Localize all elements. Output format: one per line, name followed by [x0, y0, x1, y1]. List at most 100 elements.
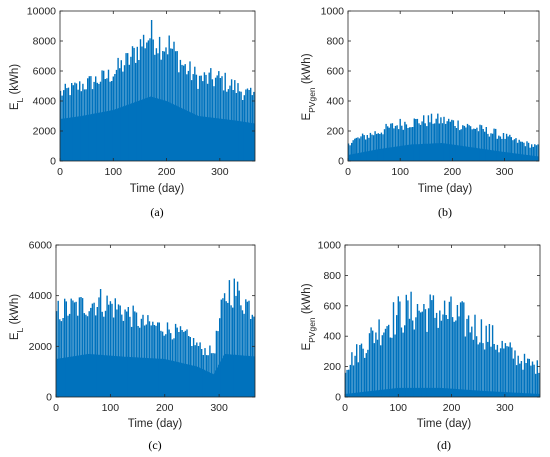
- bar: [473, 128, 475, 161]
- bar: [390, 123, 392, 161]
- bar: [240, 305, 242, 397]
- bar: [493, 128, 495, 161]
- bar: [229, 85, 231, 161]
- bar: [157, 53, 159, 161]
- bar: [243, 313, 245, 397]
- bar: [372, 135, 375, 161]
- bar: [242, 100, 244, 161]
- bar: [385, 123, 387, 161]
- bar: [168, 329, 170, 397]
- x-tick-label: 100: [391, 166, 409, 178]
- bar: [213, 86, 215, 161]
- y-tick-label: 0: [338, 156, 344, 168]
- bar: [154, 54, 156, 161]
- bar: [423, 115, 425, 161]
- bar: [437, 113, 439, 161]
- x-tick-label: 300: [211, 166, 229, 178]
- bar: [530, 365, 532, 397]
- bar: [518, 139, 520, 161]
- bar: [129, 316, 131, 397]
- bar: [462, 125, 464, 161]
- bar: [109, 81, 111, 161]
- bar: [203, 72, 206, 161]
- bar: [188, 336, 190, 397]
- bar: [490, 133, 492, 161]
- bar: [251, 95, 253, 161]
- bar: [174, 51, 177, 162]
- x-tick-label: 100: [105, 166, 123, 178]
- bar: [378, 319, 380, 397]
- bar: [81, 298, 84, 397]
- bar: [351, 352, 353, 397]
- bar: [198, 75, 201, 161]
- bar: [522, 369, 524, 397]
- bar: [419, 124, 422, 161]
- bar: [112, 317, 115, 397]
- bar: [440, 117, 442, 161]
- bar: [205, 74, 207, 161]
- chart-panel-c: Time (day) (c) EL (kWh) 0 100 200 300 0 2000 4…: [9, 240, 256, 452]
- bar: [389, 337, 391, 397]
- bar: [399, 301, 401, 397]
- bar: [512, 358, 515, 397]
- bar: [211, 79, 214, 161]
- bar: [482, 343, 484, 397]
- bar: [240, 91, 242, 161]
- bar: [365, 353, 367, 397]
- bar: [138, 60, 140, 161]
- bar: [202, 81, 204, 161]
- bar: [380, 345, 382, 397]
- bar: [423, 304, 425, 397]
- y-tick-label: 800: [326, 36, 344, 48]
- bar: [535, 145, 538, 161]
- bar: [227, 302, 229, 397]
- bar: [369, 132, 372, 161]
- x-tick-label: 0: [57, 166, 63, 178]
- bar: [170, 333, 172, 397]
- bar: [190, 80, 193, 161]
- bar: [535, 373, 537, 397]
- bar: [485, 127, 487, 161]
- bar: [472, 339, 475, 397]
- bar: [227, 89, 230, 161]
- bar: [464, 336, 467, 397]
- x-tick-label: 0: [345, 166, 351, 178]
- axes-box: [55, 244, 256, 398]
- bar: [184, 64, 186, 161]
- bar: [166, 54, 169, 161]
- bar: [383, 129, 386, 161]
- bar: [364, 357, 366, 397]
- axes-box: [347, 10, 540, 162]
- bar: [199, 342, 201, 397]
- bar: [438, 123, 440, 161]
- bar: [204, 348, 206, 397]
- bar: [509, 342, 511, 397]
- bar: [380, 132, 383, 161]
- bar: [368, 137, 370, 161]
- bar: [533, 364, 535, 397]
- bar: [64, 83, 66, 161]
- bar: [149, 38, 151, 161]
- bar: [356, 344, 358, 397]
- bar: [133, 47, 135, 161]
- bar: [176, 51, 178, 161]
- bar: [471, 129, 473, 161]
- bar: [467, 315, 470, 397]
- bar: [443, 116, 445, 161]
- bar: [117, 57, 119, 161]
- bar: [392, 302, 395, 397]
- bar: [253, 316, 255, 397]
- bar: [426, 126, 428, 161]
- bar: [376, 339, 379, 397]
- y-tick-label: 1000: [321, 6, 345, 18]
- bar: [445, 315, 447, 397]
- bar: [527, 358, 529, 397]
- x-tick-label: 300: [210, 402, 228, 414]
- bar: [158, 322, 160, 397]
- bar: [405, 294, 407, 397]
- bar: [72, 300, 74, 397]
- bar: [146, 42, 148, 161]
- bar: [178, 332, 180, 397]
- bar: [413, 329, 415, 397]
- bar: [192, 74, 194, 161]
